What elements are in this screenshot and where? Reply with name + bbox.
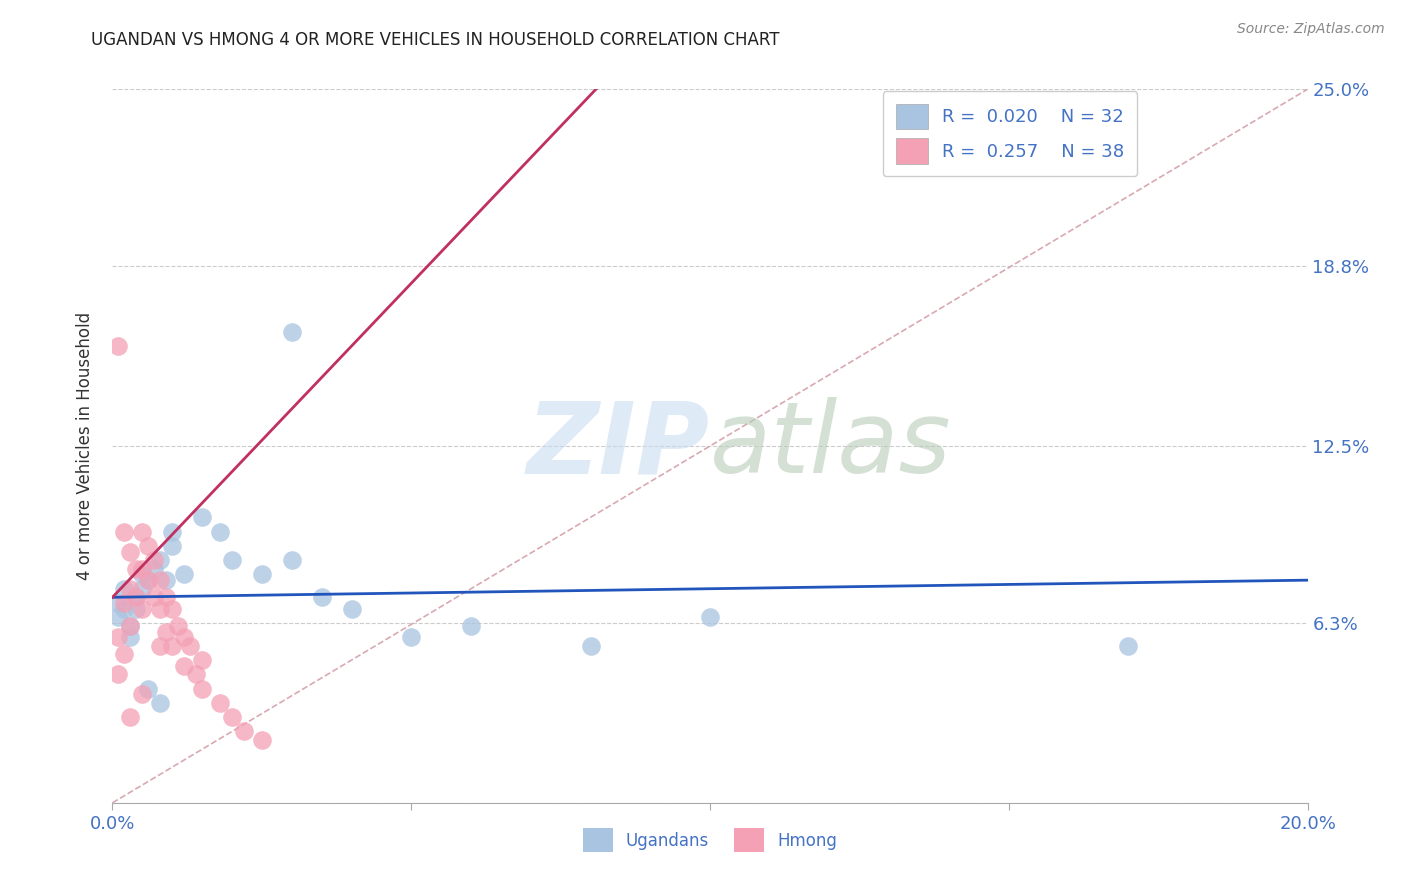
Point <box>162 639 183 653</box>
Point <box>143 553 166 567</box>
Point <box>460 619 482 633</box>
Point <box>209 696 232 710</box>
Point <box>120 619 142 633</box>
Point <box>131 582 153 596</box>
Point <box>155 591 177 605</box>
Point <box>311 591 333 605</box>
Point <box>167 619 190 633</box>
Point <box>162 524 183 539</box>
Point <box>149 553 172 567</box>
Point <box>209 524 232 539</box>
Point <box>114 596 135 610</box>
Point <box>120 619 142 633</box>
Point <box>221 553 243 567</box>
Point <box>107 596 129 610</box>
Point <box>120 710 142 724</box>
Point <box>131 562 153 576</box>
Point <box>143 562 166 576</box>
Point <box>162 601 183 615</box>
Point <box>138 573 160 587</box>
Point <box>699 610 721 624</box>
Point <box>149 696 172 710</box>
Point <box>107 339 129 353</box>
Point <box>131 524 153 539</box>
Point <box>149 639 172 653</box>
Point <box>125 562 148 576</box>
Point <box>114 648 135 662</box>
Point <box>186 667 208 681</box>
Point <box>191 681 214 696</box>
Point <box>120 582 142 596</box>
Point <box>191 510 214 524</box>
Point <box>107 610 129 624</box>
Point <box>143 591 166 605</box>
Legend: Ugandans, Hmong: Ugandans, Hmong <box>576 822 844 859</box>
Text: atlas: atlas <box>710 398 952 494</box>
Point <box>138 539 160 553</box>
Point <box>250 733 273 747</box>
Point <box>250 567 273 582</box>
Point <box>155 624 177 639</box>
Point <box>138 573 160 587</box>
Point <box>125 591 148 605</box>
Point <box>107 667 129 681</box>
Point <box>173 630 195 644</box>
Point <box>114 601 135 615</box>
Point <box>579 639 602 653</box>
Point <box>120 630 142 644</box>
Point <box>155 573 177 587</box>
Point <box>114 582 135 596</box>
Point <box>401 630 423 644</box>
Point <box>281 325 304 339</box>
Point <box>1118 639 1140 653</box>
Point <box>131 567 153 582</box>
Point <box>149 601 172 615</box>
Point <box>120 544 142 558</box>
Text: Source: ZipAtlas.com: Source: ZipAtlas.com <box>1237 22 1385 37</box>
Point <box>107 630 129 644</box>
Text: UGANDAN VS HMONG 4 OR MORE VEHICLES IN HOUSEHOLD CORRELATION CHART: UGANDAN VS HMONG 4 OR MORE VEHICLES IN H… <box>91 31 780 49</box>
Y-axis label: 4 or more Vehicles in Household: 4 or more Vehicles in Household <box>76 312 94 580</box>
Point <box>162 539 183 553</box>
Point <box>131 687 153 701</box>
Point <box>191 653 214 667</box>
Point <box>173 658 195 673</box>
Point <box>125 601 148 615</box>
Point <box>114 524 135 539</box>
Point <box>131 601 153 615</box>
Point <box>233 724 256 739</box>
Point <box>149 573 172 587</box>
Point <box>340 601 363 615</box>
Point <box>138 681 160 696</box>
Point <box>179 639 201 653</box>
Text: ZIP: ZIP <box>527 398 710 494</box>
Point <box>173 567 195 582</box>
Point <box>125 591 148 605</box>
Point <box>281 553 304 567</box>
Point <box>221 710 243 724</box>
